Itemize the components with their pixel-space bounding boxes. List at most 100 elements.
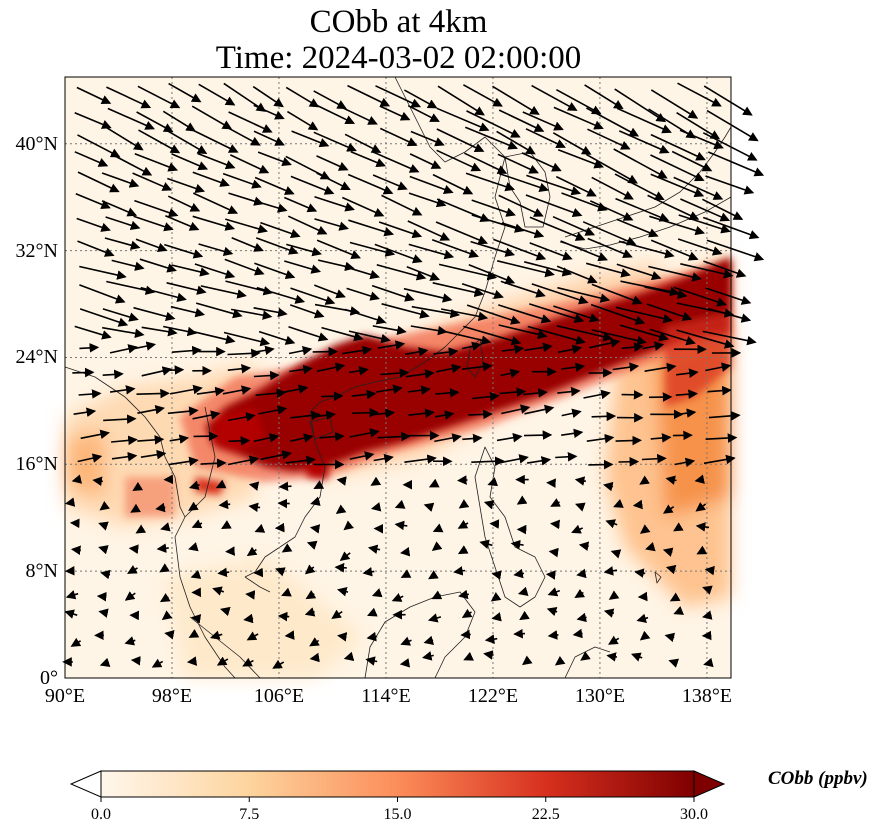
wind-arrow <box>367 607 378 617</box>
wind-arrow <box>98 521 109 531</box>
wind-arrow <box>135 524 147 534</box>
wind-arrow <box>523 261 573 277</box>
wind-arrow <box>461 282 504 300</box>
wind-arrow <box>221 520 232 529</box>
wind-arrow <box>677 238 723 256</box>
wind-arrow <box>80 429 110 440</box>
wind-arrow <box>255 237 299 255</box>
wind-arrow <box>106 86 152 109</box>
wind-arrow <box>193 331 236 345</box>
wind-arrow <box>288 326 329 342</box>
wind-arrow <box>496 454 529 465</box>
wind-arrow <box>586 107 640 137</box>
wind-arrow <box>523 388 548 398</box>
wind-arrow <box>375 85 422 108</box>
wind-arrow <box>556 265 598 284</box>
wind-arrow <box>423 635 435 646</box>
wind-arrow <box>321 391 344 401</box>
wind-arrow <box>200 458 227 469</box>
wind-arrow <box>217 567 230 578</box>
wind-arrow <box>336 476 347 486</box>
wind-arrow <box>522 111 564 131</box>
wind-arrow <box>484 634 498 644</box>
wind-arrow <box>164 630 175 640</box>
wind-arrow <box>77 453 103 463</box>
wind-arrow <box>694 474 705 484</box>
wind-arrow <box>306 540 318 550</box>
wind-arrow <box>169 434 190 444</box>
wind-arrow <box>103 414 137 424</box>
wind-arrow <box>458 499 470 509</box>
wind-arrow <box>346 287 380 301</box>
wind-arrow <box>192 192 239 215</box>
longitude-tick-label: 138°E <box>681 685 733 707</box>
wind-arrow <box>342 345 373 356</box>
wind-arrow <box>218 499 231 510</box>
wind-arrow <box>227 455 260 466</box>
wind-arrow <box>283 384 309 394</box>
wind-arrow <box>582 221 637 246</box>
wind-arrow <box>406 266 440 281</box>
wind-arrow <box>195 302 243 319</box>
wind-arrow <box>348 330 391 344</box>
wind-arrow <box>186 656 198 666</box>
wind-arrow <box>422 651 434 661</box>
wind-arrow <box>309 524 321 534</box>
wind-arrow <box>374 243 423 264</box>
wind-arrow <box>553 106 604 130</box>
wind-arrow <box>286 110 319 131</box>
wind-arrow <box>615 197 670 222</box>
wind-arrow <box>545 570 556 580</box>
wind-arrow <box>647 194 700 220</box>
longitude-tick-label: 98°E <box>151 685 193 707</box>
wind-arrow <box>458 589 469 600</box>
wind-arrow <box>471 391 500 402</box>
wind-arrow <box>529 303 585 323</box>
wind-arrow <box>590 303 646 325</box>
wind-arrow <box>695 522 710 532</box>
wind-arrow <box>74 111 112 129</box>
wind-arrow <box>132 481 144 492</box>
wind-arrow <box>277 611 290 622</box>
wind-arrow <box>531 283 589 305</box>
wind-arrow <box>436 128 485 152</box>
wind-arrow <box>591 329 647 346</box>
wind-arrow <box>461 608 473 618</box>
wind-arrow <box>166 282 207 295</box>
wind-arrow <box>603 566 618 576</box>
wind-arrow <box>220 606 231 617</box>
wind-arrow <box>519 610 530 621</box>
wind-arrow <box>109 385 136 395</box>
wind-arrow <box>77 134 121 158</box>
longitude-tick-label: 130°E <box>574 685 626 707</box>
wind-arrow <box>615 306 673 324</box>
wind-arrow <box>561 428 584 439</box>
wind-arrow <box>168 82 202 103</box>
wind-arrow <box>190 614 202 624</box>
wind-arrow <box>225 280 274 296</box>
wind-arrow <box>192 215 236 231</box>
wind-arrow <box>77 240 115 257</box>
wind-arrow <box>435 388 460 398</box>
wind-arrow <box>102 308 139 322</box>
wind-arrow <box>561 408 582 418</box>
wind-arrow <box>410 130 445 147</box>
wind-arrow <box>423 502 435 512</box>
wind-arrow <box>526 456 552 466</box>
wind-arrow <box>248 481 260 491</box>
wind-arrow <box>695 502 707 512</box>
wind-arrow <box>319 431 345 442</box>
wind-arrow <box>437 85 485 116</box>
wind-arrow <box>557 286 611 303</box>
wind-arrow <box>377 431 411 442</box>
wind-arrow <box>254 523 266 533</box>
wind-arrow <box>370 476 382 486</box>
wind-arrow <box>222 385 252 395</box>
wind-arrow <box>337 632 348 642</box>
wind-arrow <box>255 388 287 399</box>
wind-arrow <box>71 474 83 484</box>
wind-arrow <box>637 591 648 602</box>
wind-arrow <box>525 128 566 149</box>
wind-arrow <box>587 128 631 150</box>
wind-arrow <box>470 240 516 257</box>
